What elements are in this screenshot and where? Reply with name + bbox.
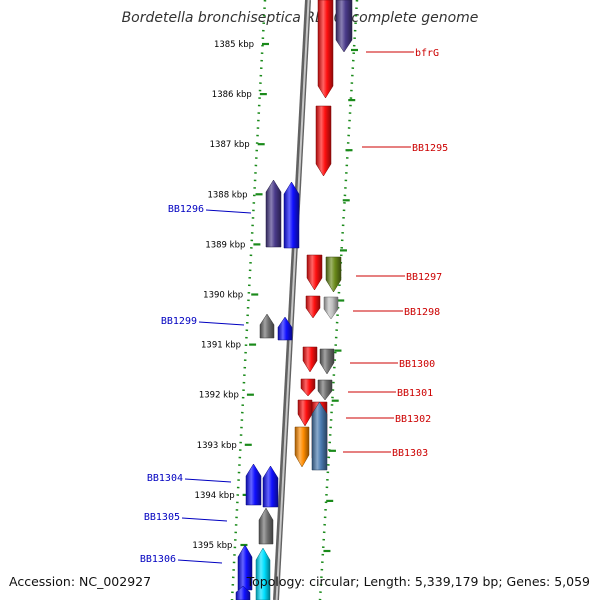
gene-glyph bbox=[302, 346, 318, 373]
gene-glyph bbox=[259, 313, 275, 339]
gene-label: BB1301 bbox=[397, 388, 433, 399]
gene-glyph bbox=[245, 463, 262, 506]
gene-label: BB1297 bbox=[406, 272, 442, 283]
gene-glyph bbox=[297, 399, 313, 427]
scale-label: 1389 kbp bbox=[205, 240, 245, 250]
scale-label: 1395 kbp bbox=[192, 541, 232, 551]
accession-text: Accession: NC_002927 bbox=[9, 574, 152, 589]
scale-label: 1392 kbp bbox=[199, 391, 239, 401]
scale-label: 1393 kbp bbox=[197, 441, 237, 451]
scale-label: 1390 kbp bbox=[203, 291, 243, 301]
gene-glyph bbox=[235, 585, 251, 600]
scale-label: 1387 kbp bbox=[210, 140, 250, 150]
gene-glyph bbox=[255, 547, 271, 600]
gene-label: BB1302 bbox=[395, 414, 431, 425]
gene-glyph bbox=[311, 401, 328, 471]
gene-glyph bbox=[294, 426, 310, 468]
gene-label-line bbox=[205, 209, 252, 214]
gene-label: BB1305 bbox=[144, 512, 180, 523]
gene-glyph bbox=[258, 507, 274, 545]
gene-label-line bbox=[177, 559, 223, 564]
gene-label: BB1300 bbox=[399, 359, 435, 370]
scale-label: 1385 kbp bbox=[214, 40, 254, 50]
genome-summary-text: Topology: circular; Length: 5,339,179 bp… bbox=[246, 574, 590, 589]
gene-glyph bbox=[323, 296, 339, 320]
scale-label: 1386 kbp bbox=[212, 90, 252, 100]
scale-label: 1394 kbp bbox=[195, 491, 235, 501]
gene-glyph bbox=[305, 295, 321, 319]
gene-label-line bbox=[181, 517, 228, 522]
gene-glyph bbox=[335, 0, 353, 53]
gene-label-line bbox=[198, 321, 245, 326]
gene-label: BB1306 bbox=[140, 554, 176, 565]
gene-glyph bbox=[277, 316, 293, 341]
scale-line-left bbox=[230, 0, 267, 600]
gene-glyph bbox=[317, 0, 334, 99]
scale-label: 1388 kbp bbox=[207, 190, 247, 200]
gene-label: BB1303 bbox=[392, 448, 428, 459]
gene-label: BB1295 bbox=[412, 143, 448, 154]
scale-label: 1391 kbp bbox=[201, 341, 241, 351]
gene-label: BB1296 bbox=[168, 204, 204, 215]
gene-label: bfrG bbox=[415, 48, 439, 59]
gene-label: BB1299 bbox=[161, 316, 197, 327]
gene-glyph bbox=[262, 465, 279, 508]
gene-glyph bbox=[317, 379, 333, 401]
gene-glyph bbox=[325, 256, 342, 293]
gene-glyph bbox=[265, 179, 282, 248]
gene-glyph bbox=[306, 254, 323, 291]
gene-glyph bbox=[319, 348, 335, 375]
gene-label-line bbox=[184, 478, 232, 483]
gene-glyph bbox=[315, 105, 332, 177]
genome-backbone-highlight bbox=[275, 0, 310, 600]
gene-label: BB1298 bbox=[404, 307, 440, 318]
genome-title: Bordetella bronchiseptica RB50, complete… bbox=[121, 10, 479, 26]
gene-glyph bbox=[300, 378, 316, 397]
gene-glyph bbox=[283, 181, 300, 249]
gene-label: BB1304 bbox=[147, 473, 183, 484]
